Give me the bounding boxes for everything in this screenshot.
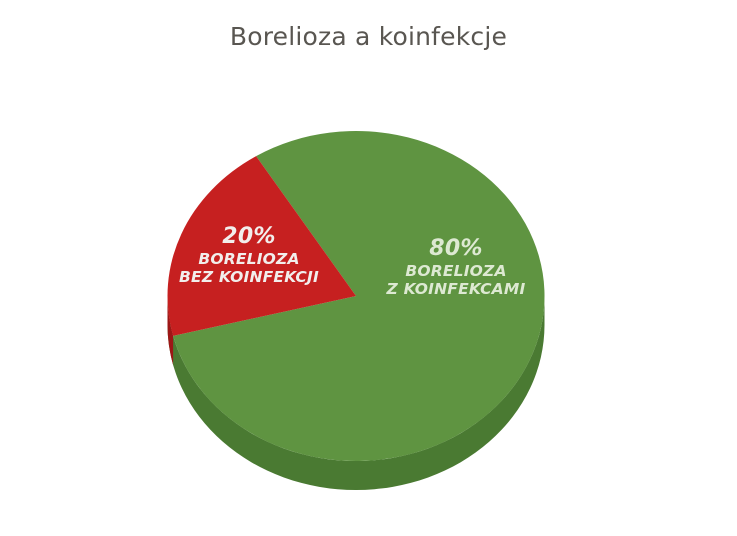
green-side-wall bbox=[167, 296, 545, 490]
pie-slice-green bbox=[173, 131, 545, 462]
pie-slice-red bbox=[167, 156, 356, 336]
pie-3d-depth-layer bbox=[167, 296, 545, 490]
red-side-wall bbox=[167, 296, 174, 365]
chart-title: Borelioza a koinfekcje bbox=[229, 22, 508, 51]
pie-top-face-layer bbox=[167, 131, 545, 462]
